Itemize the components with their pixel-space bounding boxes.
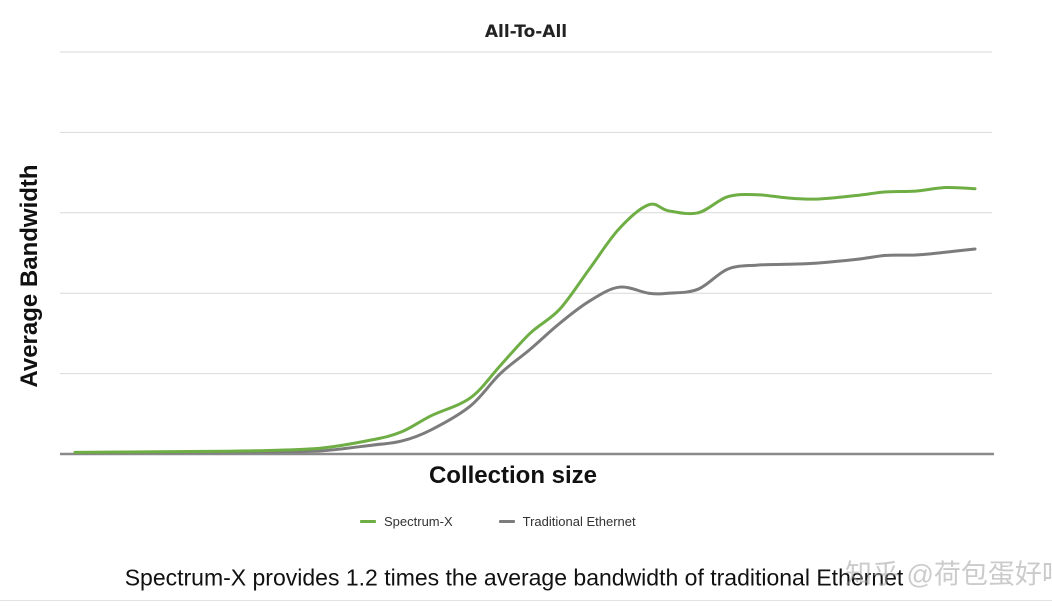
grid-layer (60, 51, 994, 456)
legend-swatch-traditional-ethernet (498, 520, 515, 523)
series-line-spectrum-x (73, 185, 977, 454)
chart-title: All-To-All (484, 22, 568, 42)
caption: Spectrum-X provides 1.2 times the averag… (124, 564, 904, 591)
legend-item-spectrum-x: Spectrum-X (360, 514, 453, 529)
series-layer (73, 185, 977, 455)
bottom-divider (0, 600, 1052, 601)
watermark: 知乎 @荷包蛋好吃 (845, 559, 1052, 590)
legend-label-traditional-ethernet: Traditional Ethernet (522, 514, 636, 529)
legend: Spectrum-X Traditional Ethernet (360, 514, 682, 529)
y-axis-label: Average Bandwidth (16, 164, 43, 388)
x-axis-label: Collection size (428, 462, 598, 489)
legend-swatch-spectrum-x (360, 520, 376, 523)
series-line-traditional-ethernet (73, 247, 977, 455)
legend-item-traditional-ethernet: Traditional Ethernet (498, 514, 636, 529)
legend-label-spectrum-x: Spectrum-X (384, 514, 453, 529)
